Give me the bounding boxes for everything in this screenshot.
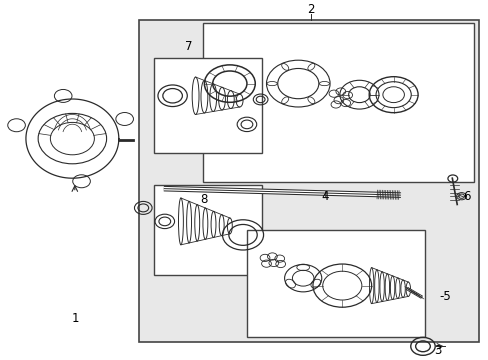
Bar (203, 23, 473, 182)
Bar (154, 58, 261, 153)
Bar (154, 185, 261, 275)
Text: 3: 3 (433, 345, 441, 357)
Text: 8: 8 (200, 193, 208, 206)
Text: 2: 2 (306, 3, 314, 15)
Text: 4: 4 (321, 190, 328, 203)
Text: -5: -5 (438, 291, 450, 303)
Text: 7: 7 (185, 40, 193, 53)
Bar (246, 230, 425, 337)
Text: 6: 6 (462, 190, 470, 203)
Bar (139, 20, 478, 342)
Text: 1: 1 (72, 312, 80, 325)
